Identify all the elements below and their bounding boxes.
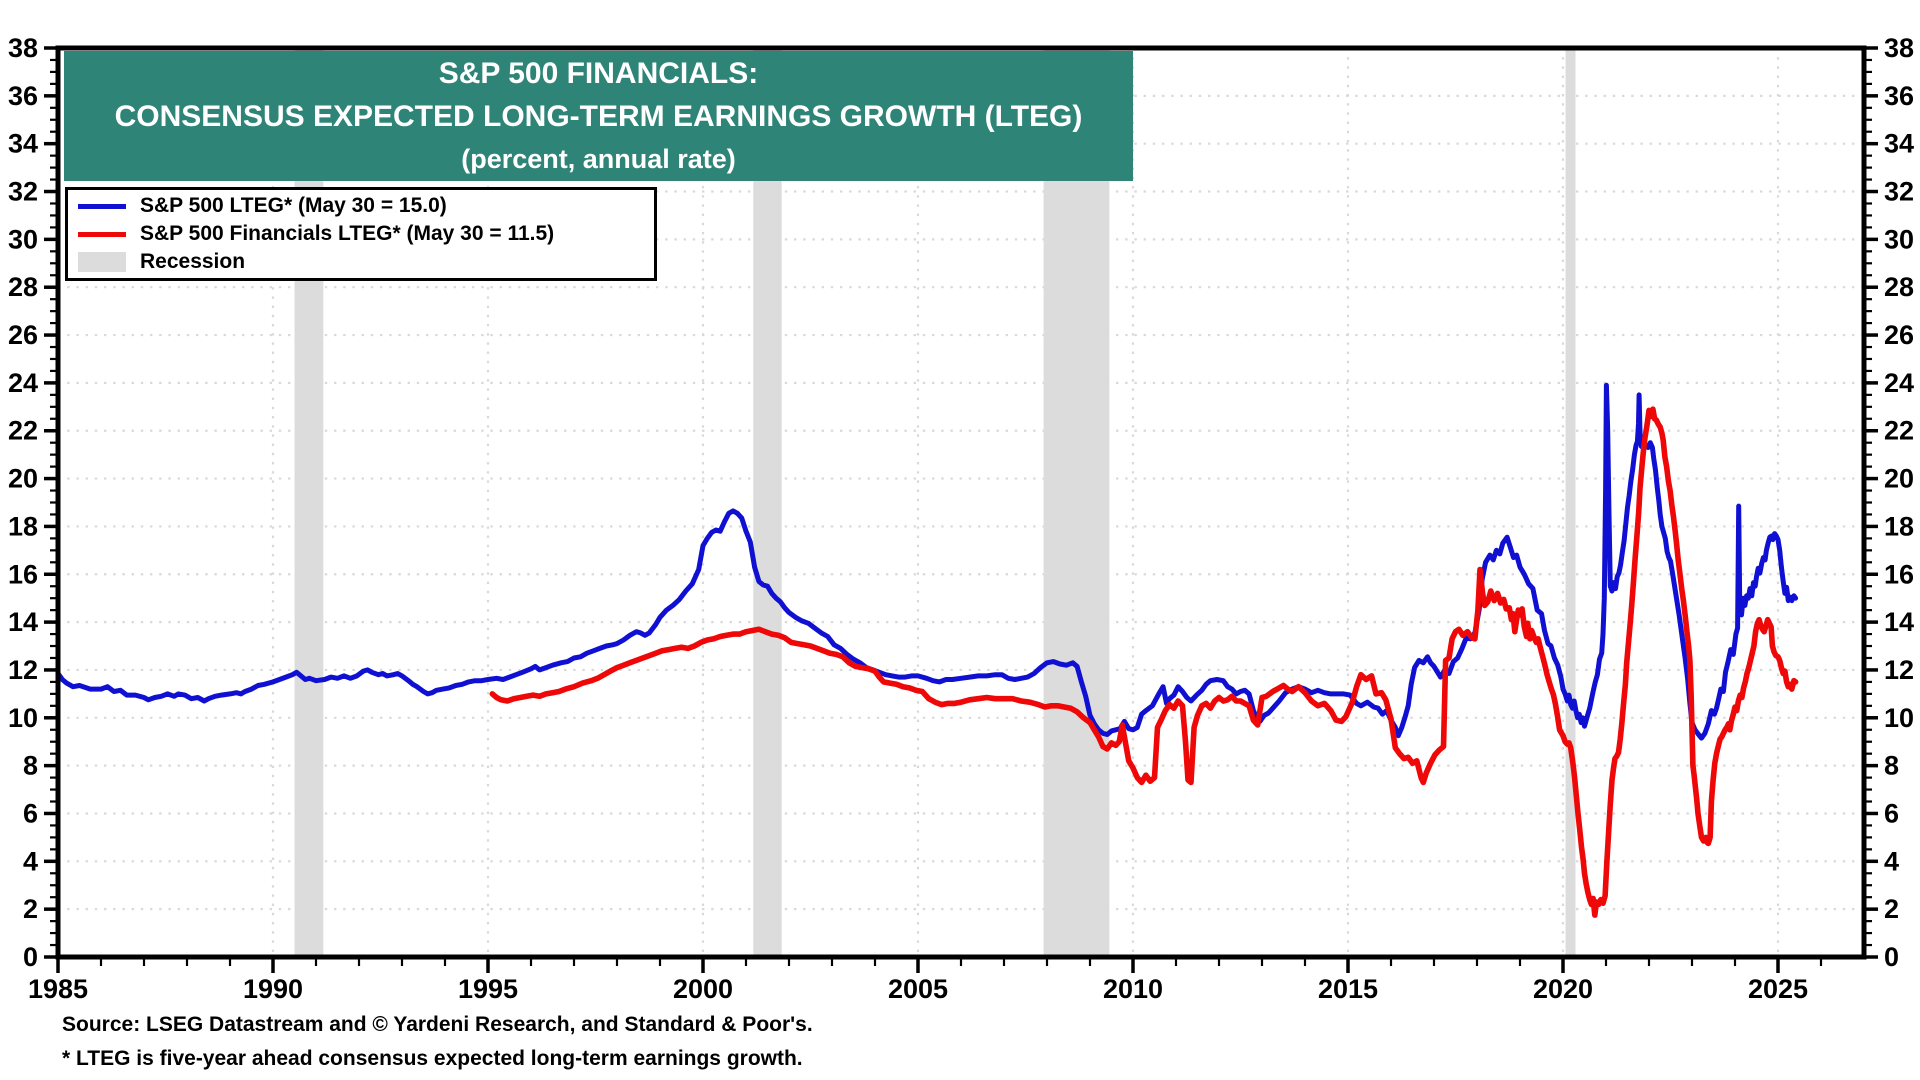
red-line-swatch <box>78 231 126 237</box>
legend-label-financials-lteg: S&P 500 Financials LTEG* (May 30 = 11.5) <box>140 222 555 245</box>
y-tick-label-left: 14 <box>8 607 38 637</box>
y-tick-label-left: 28 <box>8 272 38 302</box>
legend-label-recession: Recession <box>140 250 246 273</box>
footnote-text: * LTEG is five-year ahead consensus expe… <box>62 1047 803 1070</box>
chart-title-box: S&P 500 FINANCIALS: CONSENSUS EXPECTED L… <box>64 51 1133 181</box>
y-tick-label-right: 32 <box>1884 177 1914 207</box>
y-tick-label-left: 8 <box>23 751 38 781</box>
y-tick-label-right: 0 <box>1884 942 1899 972</box>
y-tick-label-right: 26 <box>1884 320 1914 350</box>
y-tick-label-left: 30 <box>8 224 38 254</box>
recession-swatch <box>78 252 126 272</box>
y-tick-label-left: 36 <box>8 81 38 111</box>
recession-band <box>1043 48 1110 957</box>
y-tick-label-left: 24 <box>8 368 38 398</box>
y-tick-label-right: 36 <box>1884 81 1914 111</box>
y-tick-label-right: 16 <box>1884 559 1914 589</box>
x-tick-label: 2005 <box>888 974 948 1004</box>
y-tick-label-right: 4 <box>1884 846 1899 876</box>
x-tick-label: 2015 <box>1318 974 1378 1004</box>
y-tick-label-right: 6 <box>1884 798 1899 828</box>
legend-label-sp500-lteg: S&P 500 LTEG* (May 30 = 15.0) <box>140 194 447 217</box>
y-tick-label-right: 12 <box>1884 655 1914 685</box>
sp500-lteg-line <box>55 382 1799 741</box>
y-tick-label-right: 24 <box>1884 368 1914 398</box>
chart-footer: Source: LSEG Datastream and © Yardeni Re… <box>62 1008 813 1076</box>
y-tick-label-left: 12 <box>8 655 38 685</box>
y-tick-label-right: 34 <box>1884 129 1914 159</box>
y-tick-label-right: 10 <box>1884 703 1914 733</box>
x-tick-label: 1985 <box>28 974 88 1004</box>
chart-title-line-2: CONSENSUS EXPECTED LONG-TERM EARNINGS GR… <box>114 100 1083 133</box>
y-tick-label-right: 28 <box>1884 272 1914 302</box>
y-tick-label-left: 2 <box>23 894 38 924</box>
source-text: Source: LSEG Datastream and © Yardeni Re… <box>62 1013 813 1036</box>
y-tick-label-right: 18 <box>1884 511 1914 541</box>
legend: S&P 500 LTEG* (May 30 = 15.0) S&P 500 Fi… <box>65 187 657 281</box>
x-tick-label: 2000 <box>673 974 733 1004</box>
y-tick-label-left: 26 <box>8 320 38 350</box>
y-tick-label-left: 16 <box>8 559 38 589</box>
y-tick-label-left: 34 <box>8 129 38 159</box>
y-tick-label-left: 22 <box>8 416 38 446</box>
y-tick-label-right: 22 <box>1884 416 1914 446</box>
y-tick-label-right: 30 <box>1884 224 1914 254</box>
y-tick-label-left: 6 <box>23 798 38 828</box>
x-tick-label: 2010 <box>1103 974 1163 1004</box>
y-tick-label-right: 2 <box>1884 894 1899 924</box>
y-tick-label-right: 38 <box>1884 33 1914 63</box>
x-tick-label: 1995 <box>458 974 518 1004</box>
x-tick-label: 1990 <box>243 974 303 1004</box>
x-tick-label: 2025 <box>1748 974 1808 1004</box>
x-tick-label: 2020 <box>1533 974 1593 1004</box>
y-tick-label-left: 20 <box>8 464 38 494</box>
y-tick-label-left: 4 <box>23 846 38 876</box>
recession-band <box>1565 48 1576 957</box>
y-tick-label-left: 18 <box>8 511 38 541</box>
recession-band <box>753 48 782 957</box>
chart-title-line-1: S&P 500 FINANCIALS: <box>438 57 759 90</box>
blue-line-swatch <box>78 203 126 209</box>
y-tick-label-left: 0 <box>23 942 38 972</box>
y-tick-label-right: 8 <box>1884 751 1899 781</box>
y-tick-label-right: 14 <box>1884 607 1914 637</box>
y-tick-label-left: 38 <box>8 33 38 63</box>
y-tick-label-left: 10 <box>8 703 38 733</box>
financials-lteg-line <box>489 406 1799 918</box>
legend-item-sp500-lteg: S&P 500 LTEG* (May 30 = 15.0) <box>78 192 644 220</box>
chart-title-line-3: (percent, annual rate) <box>461 144 736 174</box>
legend-item-recession: Recession <box>78 248 644 276</box>
recession-band <box>294 48 324 957</box>
y-tick-label-right: 20 <box>1884 464 1914 494</box>
legend-item-financials-lteg: S&P 500 Financials LTEG* (May 30 = 11.5) <box>78 220 644 248</box>
y-tick-label-left: 32 <box>8 177 38 207</box>
plot-frame <box>55 45 1867 960</box>
